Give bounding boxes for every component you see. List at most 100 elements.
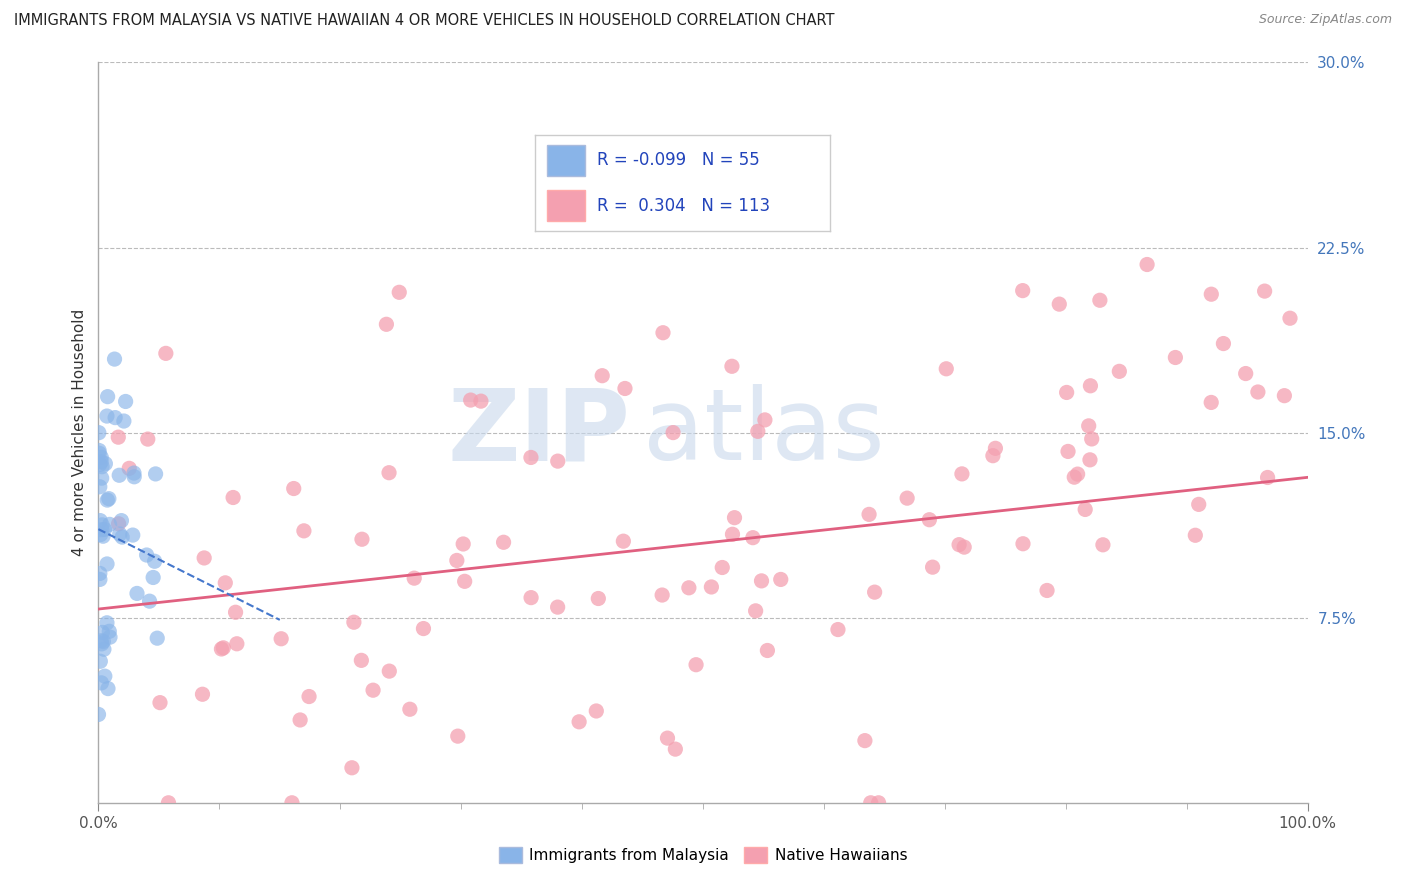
Point [96, 493, 118, 508]
Point [918, 513, 941, 527]
Point [122, 470, 145, 484]
Point [1257, 470, 1279, 484]
Point [193, 551, 215, 566]
Point [1164, 351, 1187, 365]
Point [1011, 284, 1033, 298]
Point [520, 591, 543, 605]
Point [1078, 453, 1101, 467]
Point [950, 467, 973, 481]
Point [921, 560, 943, 574]
Point [281, 796, 304, 810]
Point [108, 468, 131, 483]
Point [451, 537, 474, 551]
Point [97, 390, 120, 404]
Text: R = -0.099   N = 55: R = -0.099 N = 55 [598, 152, 759, 169]
Point [981, 449, 1004, 463]
Point [94, 669, 117, 683]
Point [93, 634, 115, 648]
Point [612, 534, 634, 549]
Point [103, 352, 125, 367]
Text: Source: ZipAtlas.com: Source: ZipAtlas.com [1258, 13, 1392, 27]
Point [613, 382, 636, 396]
Point [1201, 287, 1223, 301]
Point [361, 683, 384, 698]
Point [1080, 378, 1102, 392]
Point [97, 681, 120, 696]
Point [157, 796, 180, 810]
Point [747, 425, 769, 439]
Point [585, 704, 607, 718]
Point [446, 553, 468, 567]
Text: R =  0.304   N = 113: R = 0.304 N = 113 [598, 196, 770, 215]
Point [89, 566, 111, 581]
Point [388, 285, 411, 300]
Point [1056, 385, 1078, 400]
Point [90, 633, 112, 648]
Point [1066, 467, 1088, 482]
Point [143, 554, 166, 568]
Point [142, 570, 165, 584]
Point [87, 425, 110, 440]
Point [470, 394, 492, 409]
Point [98, 624, 121, 639]
Text: IMMIGRANTS FROM MALAYSIA VS NATIVE HAWAIIAN 4 OR MORE VEHICLES IN HOUSEHOLD CORR: IMMIGRANTS FROM MALAYSIA VS NATIVE HAWAI… [14, 13, 835, 29]
Point [270, 632, 292, 646]
Point [292, 524, 315, 538]
Point [91, 517, 114, 532]
Point [107, 516, 129, 531]
Point [1077, 418, 1099, 433]
Point [711, 560, 734, 574]
Point [700, 580, 723, 594]
Point [125, 586, 148, 600]
Point [222, 491, 245, 505]
Point [664, 742, 686, 756]
Point [209, 642, 232, 657]
Point [135, 548, 157, 562]
Point [93, 642, 115, 657]
Point [110, 514, 132, 528]
Point [858, 508, 880, 522]
Point [138, 594, 160, 608]
Point [90, 471, 112, 485]
Point [91, 459, 114, 474]
Point [191, 687, 214, 701]
Point [754, 413, 776, 427]
Point [1253, 284, 1275, 298]
Point [827, 623, 849, 637]
Point [721, 527, 744, 541]
Point [90, 676, 112, 690]
Point [935, 361, 957, 376]
Point [350, 533, 373, 547]
Point [97, 491, 120, 506]
Point [283, 482, 305, 496]
Point [741, 531, 763, 545]
Point [868, 796, 890, 810]
Point [114, 394, 136, 409]
Point [1080, 432, 1102, 446]
Point [155, 346, 177, 360]
Point [1108, 364, 1130, 378]
Point [212, 640, 235, 655]
Point [984, 442, 1007, 456]
Point [1136, 258, 1159, 272]
Point [744, 604, 766, 618]
Point [96, 409, 118, 423]
Point [89, 654, 111, 668]
Point [90, 450, 112, 465]
Point [399, 702, 422, 716]
Point [678, 581, 700, 595]
Point [288, 713, 311, 727]
Point [863, 585, 886, 599]
Point [1234, 367, 1257, 381]
Point [94, 457, 117, 471]
Point [1278, 311, 1301, 326]
Point [1088, 293, 1111, 308]
Point [340, 761, 363, 775]
Point [87, 443, 110, 458]
Point [96, 557, 118, 571]
Point [378, 466, 401, 480]
Point [756, 643, 779, 657]
Point [350, 653, 373, 667]
Point [520, 450, 543, 465]
Point [96, 615, 118, 630]
